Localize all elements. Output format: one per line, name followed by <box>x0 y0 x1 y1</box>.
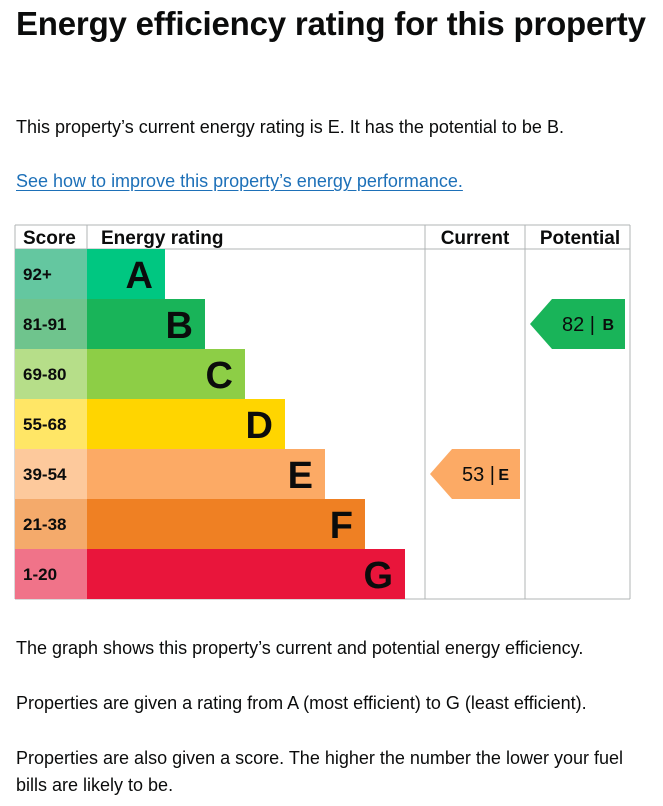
score-range-cell <box>15 299 87 349</box>
potential-rating-arrow <box>530 299 625 349</box>
rating-explanation: Properties are given a rating from A (mo… <box>16 693 587 713</box>
score-range-label: 92+ <box>23 265 52 284</box>
header-current: Current <box>441 228 510 249</box>
score-range-label: 69-80 <box>23 365 66 384</box>
rating-bar-letter: B <box>166 305 193 347</box>
header-potential: Potential <box>540 228 620 249</box>
score-range-cell <box>15 349 87 399</box>
rating-bar-a <box>87 249 165 299</box>
rating-bar-letter: C <box>206 355 233 397</box>
score-range-label: 39-54 <box>23 465 67 484</box>
rating-bar-e <box>87 449 325 499</box>
rating-bar-letter: E <box>288 455 313 497</box>
score-explanation: Properties are also given a score. The h… <box>16 748 623 795</box>
chart-explanation: The graph shows this property’s current … <box>16 638 584 658</box>
rating-summary: This property’s current energy rating is… <box>16 117 564 137</box>
rating-bar-letter: F <box>330 505 353 547</box>
rating-bar-letter: A <box>126 255 153 297</box>
score-range-cell <box>15 249 87 299</box>
score-range-cell <box>15 499 87 549</box>
improve-performance-link[interactable]: See how to improve this property’s energ… <box>16 171 463 191</box>
page-title: Energy efficiency rating for this proper… <box>16 5 646 42</box>
score-range-label: 21-38 <box>23 515 66 534</box>
current-rating-arrow <box>430 449 520 499</box>
rating-bar-f <box>87 499 365 549</box>
rating-bar-letter: G <box>363 555 393 597</box>
potential-rating-letter: B <box>602 317 614 334</box>
rating-bar-b <box>87 299 205 349</box>
score-range-label: 1-20 <box>23 565 57 584</box>
score-range-cell <box>15 549 87 599</box>
score-range-label: 55-68 <box>23 415 66 434</box>
header-score: Score <box>23 228 76 249</box>
rating-bar-c <box>87 349 245 399</box>
current-rating-letter: E <box>498 467 509 484</box>
chart-headers: Score Energy rating Current Potential <box>23 228 620 249</box>
rating-bar-letter: D <box>246 405 273 447</box>
score-markers: 53 | E 82 | B <box>430 299 625 499</box>
score-range-cell <box>15 399 87 449</box>
score-range-cell <box>15 449 87 499</box>
score-range-label: 81-91 <box>23 315 66 334</box>
rating-bands: 92+ A 81-91 B 69-80 C 55-68 D 39-54 E 21-38 F 1-20 G <box>15 249 405 599</box>
rating-bar-d <box>87 399 285 449</box>
potential-rating-score: 82 | <box>562 314 595 336</box>
rating-bar-g <box>87 549 405 599</box>
header-energy-rating: Energy rating <box>101 228 223 249</box>
current-rating-score: 53 | <box>462 464 495 486</box>
